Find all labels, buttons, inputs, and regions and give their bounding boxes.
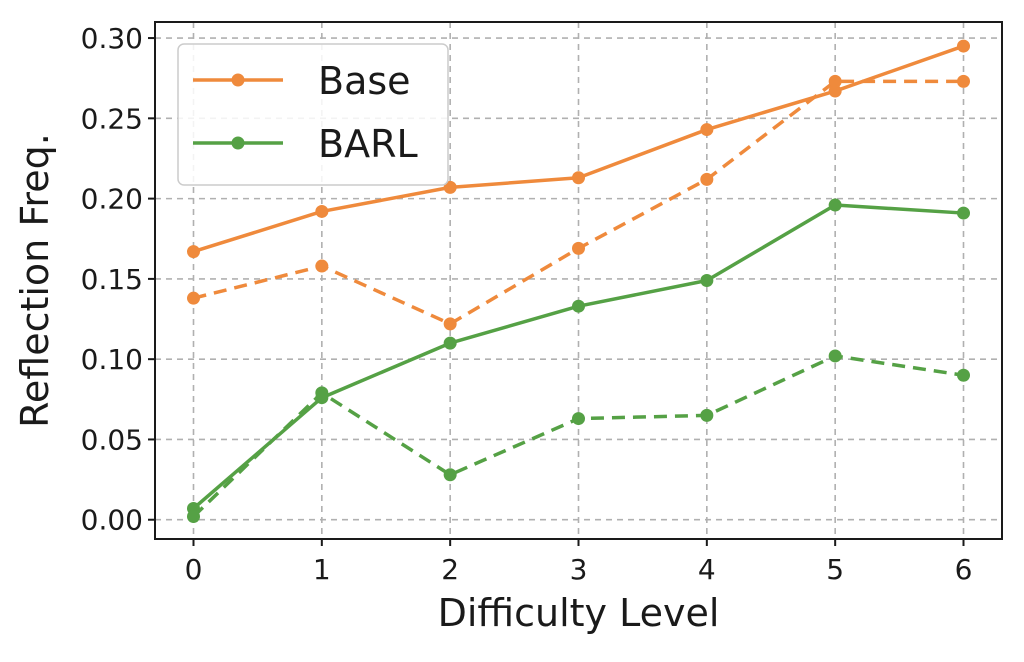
x-axis-title: Difficulty Level (438, 591, 720, 635)
x-tick-label: 1 (313, 553, 331, 586)
legend-marker (231, 136, 245, 150)
x-tick-label: 6 (955, 553, 973, 586)
y-tick-label: 0.30 (81, 22, 143, 55)
legend-marker (231, 73, 245, 87)
data-point (315, 259, 329, 273)
data-point (443, 468, 457, 482)
data-point (443, 180, 457, 194)
series-barl-dashed (187, 349, 970, 524)
series-base-dashed (187, 74, 970, 331)
y-tick-label: 0.05 (81, 423, 143, 456)
data-point (572, 241, 585, 255)
data-point (443, 336, 457, 350)
x-tick-label: 5 (826, 553, 844, 586)
x-tick-label: 3 (570, 553, 588, 586)
series-line-barl-dashed (192, 354, 964, 518)
data-point (187, 510, 200, 524)
data-point (315, 386, 329, 400)
data-point (315, 204, 329, 218)
legend: Base BARL (177, 43, 449, 186)
x-tick-label: 0 (185, 553, 203, 586)
y-axis-title: Reflection Freq. (13, 133, 57, 428)
y-tick-label: 0.20 (81, 183, 143, 216)
data-point (187, 245, 200, 259)
y-tick-label: 0.10 (81, 343, 143, 376)
legend-label: BARL (318, 122, 418, 166)
legend-entry-base: Base (193, 59, 411, 103)
x-tick-label: 4 (698, 553, 716, 586)
data-point (957, 39, 970, 53)
data-point (957, 368, 970, 382)
data-point (443, 317, 457, 331)
legend-label: Base (318, 59, 411, 103)
data-point (572, 171, 585, 185)
series-base-solid (187, 39, 970, 259)
data-point (572, 412, 585, 426)
data-series (187, 39, 970, 524)
data-point (957, 206, 970, 220)
data-point (828, 198, 842, 212)
data-point (700, 123, 714, 137)
data-point (700, 408, 714, 422)
data-point (700, 172, 714, 186)
y-tick-label: 0.00 (81, 504, 143, 537)
legend-entry-barl: BARL (193, 122, 418, 166)
data-point (700, 274, 714, 287)
data-point (828, 349, 842, 363)
data-point (572, 299, 585, 313)
x-tick-label: 2 (441, 553, 459, 586)
y-tick-label: 0.25 (81, 102, 143, 135)
data-point (828, 74, 842, 88)
y-tick-label: 0.15 (81, 263, 143, 296)
data-point (187, 291, 200, 305)
axis-ticks: 0 1 2 3 4 5 6 0.00 0.05 0.10 0.15 0.20 0.25 0.30 (81, 22, 973, 586)
data-point (828, 84, 842, 98)
data-point (957, 74, 970, 88)
